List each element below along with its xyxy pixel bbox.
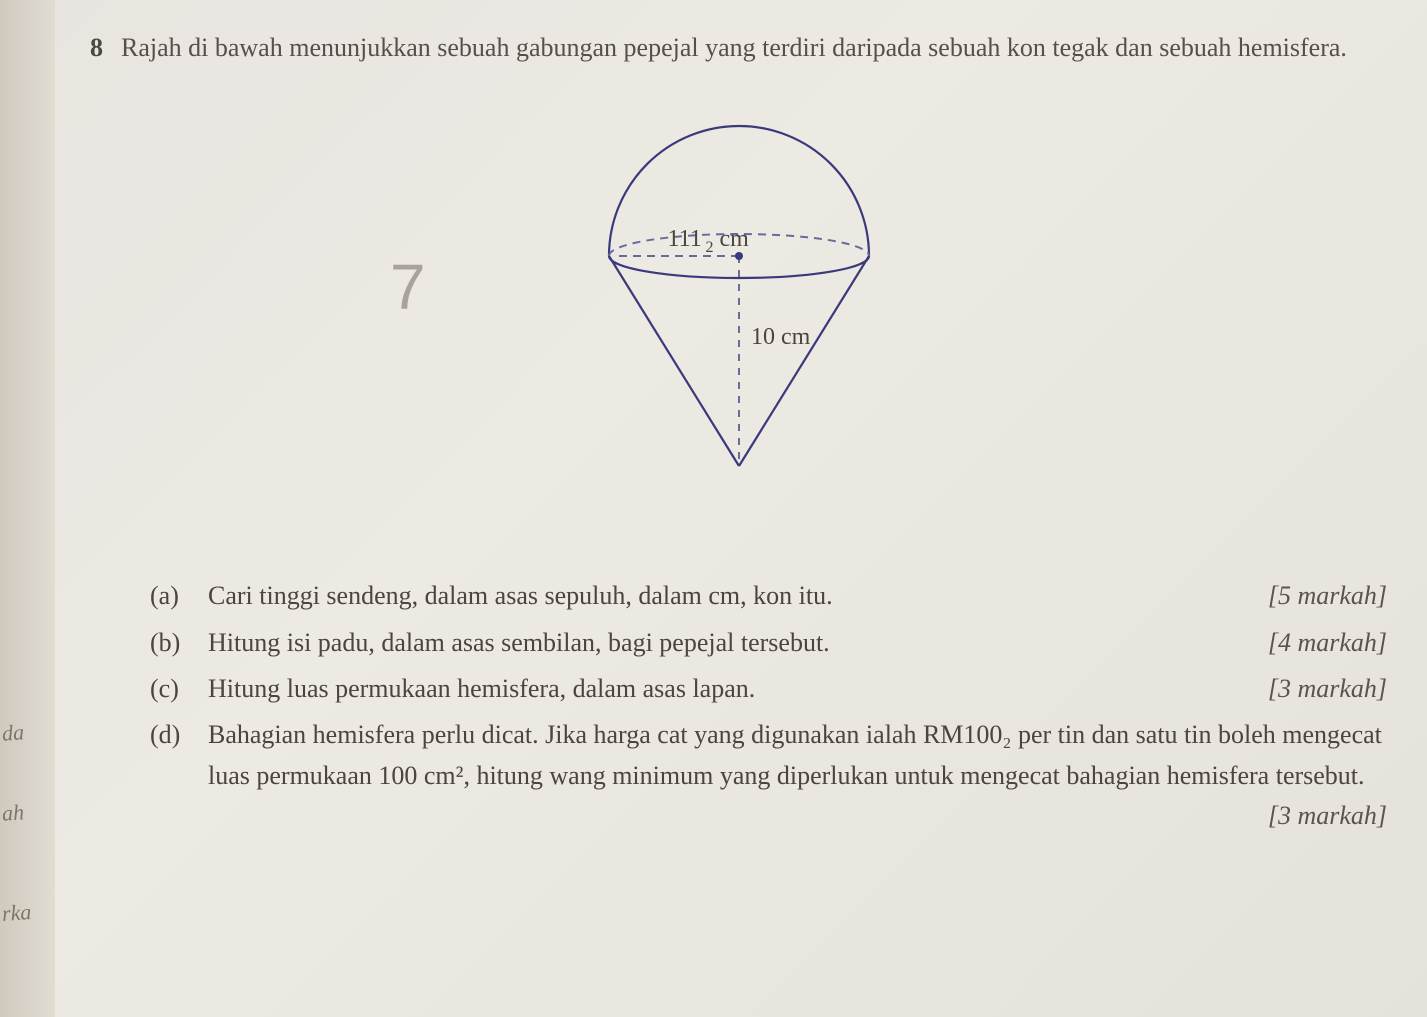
subpart-label: (c) [150,669,194,709]
diagram-container: 1112 cm 10 cm [90,96,1387,536]
question-number: 8 [90,30,103,66]
spine-tab: da [1,719,25,746]
subpart-marks: [3 markah] [1256,801,1387,830]
subpart-marks: [3 markah] [1256,669,1387,709]
spine-tab: ah [1,799,25,826]
pencil-annotation: 7 [390,250,426,324]
svg-text:111: 111 [667,226,701,252]
page-spine: da ah rka [0,0,55,1017]
subpart-d: (d) Bahagian hemisfera perlu dicat. Jika… [150,715,1387,836]
spine-tab: rka [1,899,32,927]
subpart-marks: [5 markah] [1256,576,1387,616]
subpart-text: Hitung isi padu, dalam asas sembilan, ba… [208,623,830,663]
subpart-label: (d) [150,715,194,836]
subpart-marks: [4 markah] [1256,623,1387,663]
subpart-label: (b) [150,623,194,663]
page-content: 8 Rajah di bawah menunjukkan sebuah gabu… [0,0,1427,872]
subpart-text: Cari tinggi sendeng, dalam asas sepuluh,… [208,576,833,616]
subpart-text: Hitung luas permukaan hemisfera, dalam a… [208,669,755,709]
svg-text:cm: cm [719,226,749,252]
subpart-b: (b) Hitung isi padu, dalam asas sembilan… [150,623,1387,663]
svg-text:2: 2 [705,239,713,256]
subpart-label: (a) [150,576,194,616]
subpart-a: (a) Cari tinggi sendeng, dalam asas sepu… [150,576,1387,616]
subpart-c: (c) Hitung luas permukaan hemisfera, dal… [150,669,1387,709]
subparts-list: (a) Cari tinggi sendeng, dalam asas sepu… [90,576,1387,836]
svg-text:10 cm: 10 cm [751,325,811,351]
subpart-text: Bahagian hemisfera perlu dicat. Jika har… [208,715,1387,796]
question-text: Rajah di bawah menunjukkan sebuah gabung… [121,30,1347,66]
hemisphere-cone-diagram: 1112 cm 10 cm [529,96,949,536]
question-header: 8 Rajah di bawah menunjukkan sebuah gabu… [90,30,1387,66]
